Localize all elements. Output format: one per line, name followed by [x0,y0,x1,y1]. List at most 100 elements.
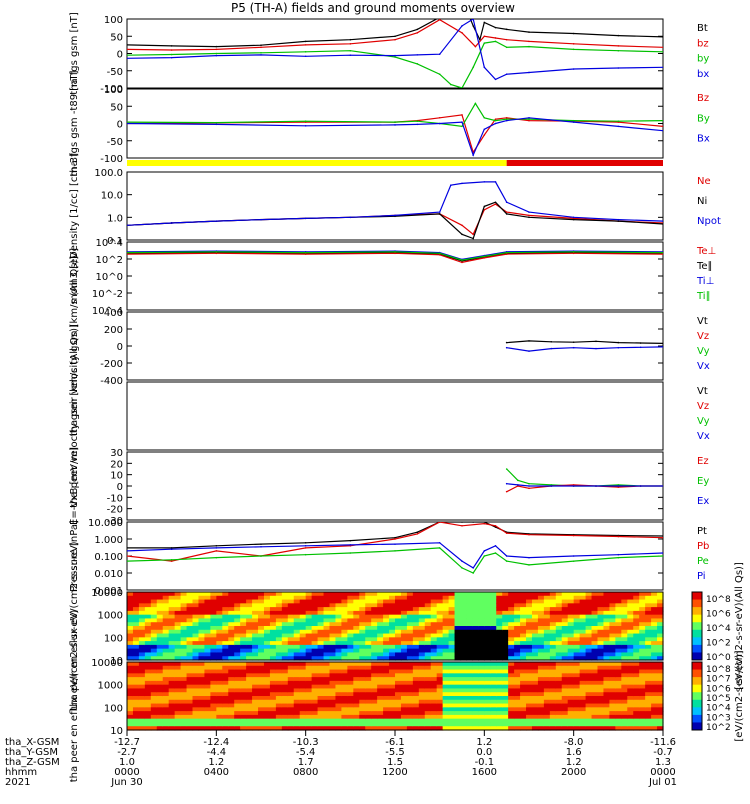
heatmap-cell [639,629,646,635]
heatmap-cell [180,618,188,623]
heatmap-cell [579,626,587,631]
heatmap-cell [293,722,301,727]
heatmap-cell [144,648,152,654]
heatmap-cell [633,629,640,635]
heatmap-cell [305,626,313,631]
heatmap-cell [484,595,491,601]
heatmap-cell [138,641,146,646]
heatmap-cell [418,718,426,724]
series-point-Npot [170,222,173,224]
heatmap-cell [162,592,170,597]
heatmap-cell [216,599,223,604]
heatmap-cell [543,592,551,597]
heatmap-cell [162,618,170,623]
heatmap-cell [424,633,432,638]
heatmap-cell [293,599,301,604]
heatmap-cell [520,692,527,697]
heatmap-cell [573,644,581,650]
heatmap-cell [341,618,348,623]
heatmap-cell [472,637,479,642]
heatmap-cell [502,692,509,697]
heatmap-cell [186,711,194,716]
heatmap-cell [246,610,253,616]
heatmap-cell [526,677,533,682]
heatmap-cell [365,669,372,674]
heatmap-cell [627,614,634,620]
heatmap-cell [603,644,610,650]
heatmap-cell [573,696,581,701]
heatmap-cell [335,633,342,638]
heatmap-cell [436,722,444,727]
legend-entry: Npot [697,216,721,227]
heatmap-cell [526,648,533,654]
heatmap-cell [198,703,206,708]
heatmap-cell [400,718,408,724]
heatmap-cell [555,622,563,627]
heatmap-cell [460,614,468,620]
heatmap-cell [609,622,616,627]
heatmap-cell [365,599,372,604]
heatmap-cell [591,607,599,612]
heatmap-cell [395,673,402,678]
heatmap-cell [472,622,479,627]
heatmap-cell [258,707,265,712]
heatmap-cell [573,610,581,616]
series-point-bz [474,45,477,48]
heatmap-cell [156,662,164,667]
heatmap-cell [192,626,200,631]
series-point-Pe [438,547,441,549]
xaxis-row-value: 1.2 [476,737,492,748]
heatmap-cell [263,714,271,720]
heatmap-cell [311,648,319,654]
heatmap-cell [406,610,414,616]
series-point-Pe [617,556,620,559]
colorbar-tick: 10^2 [706,723,731,733]
heatmap-cell [180,629,188,635]
heatmap-cell [240,718,247,724]
heatmap-cell [305,718,313,724]
heatmap-cell [651,665,658,671]
heatmap-cell [585,652,593,657]
heatmap-cell [347,711,354,716]
heatmap-cell [389,711,396,716]
heatmap-cell [222,680,229,686]
heatmap-cell [448,629,456,635]
legend-entry: Ni [697,196,707,207]
heatmap-cell [198,652,206,657]
heatmap-cell [317,688,325,693]
heatmap-cell [609,665,616,671]
heatmap-cell [526,626,533,631]
heatmap-cell [436,703,444,708]
heatmap-cell [371,688,378,693]
colorbar-swatch [692,607,702,616]
heatmap-cell [508,722,515,727]
heatmap-cell [621,607,628,612]
heatmap-cell [502,699,509,705]
heatmap-cell [549,692,557,697]
heatmap-cell [305,699,313,705]
heatmap-cell [496,680,503,686]
heatmap-cell [526,662,533,667]
heatmap-cell [543,718,551,724]
heatmap-cell [543,595,551,601]
heatmap-cell [651,626,658,631]
series-line-Vt [506,340,663,344]
heatmap-cell [365,610,372,616]
heatmap-cell [627,722,634,727]
heatmap-cell [460,718,468,724]
heatmap-cell [597,607,605,612]
heatmap-cell [567,696,575,701]
heatmap-cell [442,656,450,661]
heatmap-cell [543,652,551,657]
heatmap-cell [389,614,396,620]
heatmap-cell [371,707,378,712]
heatmap-cell [490,648,497,654]
heatmap-cell [269,688,277,693]
heatmap-cell [537,592,545,597]
heatmap-cell [537,726,545,731]
heatmap-cell [317,662,325,667]
heatmap-cell [186,633,194,638]
series-point-bz [304,44,307,46]
heatmap-cell [359,629,366,635]
heatmap-cell [520,637,527,642]
